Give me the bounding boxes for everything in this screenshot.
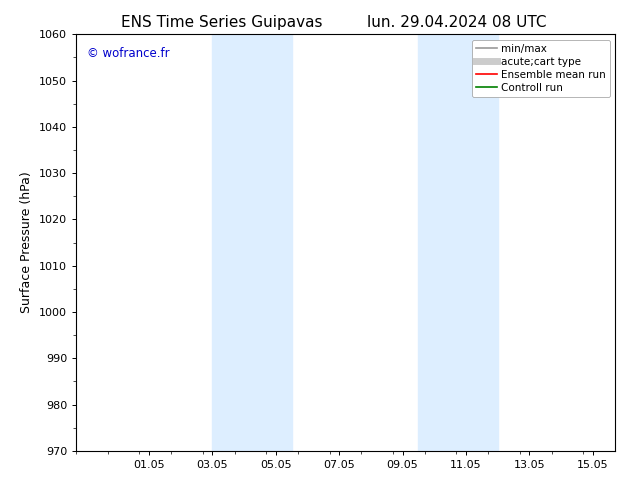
Bar <box>418 34 450 451</box>
Y-axis label: Surface Pressure (hPa): Surface Pressure (hPa) <box>20 172 34 314</box>
Bar <box>212 34 244 451</box>
Bar <box>244 34 292 451</box>
Text: © wofrance.fr: © wofrance.fr <box>87 47 169 60</box>
Text: lun. 29.04.2024 08 UTC: lun. 29.04.2024 08 UTC <box>366 15 547 30</box>
Bar <box>450 34 498 451</box>
Legend: min/max, acute;cart type, Ensemble mean run, Controll run: min/max, acute;cart type, Ensemble mean … <box>472 40 610 97</box>
Text: ENS Time Series Guipavas: ENS Time Series Guipavas <box>121 15 323 30</box>
